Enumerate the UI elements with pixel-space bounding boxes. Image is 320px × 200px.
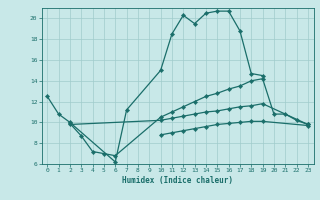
X-axis label: Humidex (Indice chaleur): Humidex (Indice chaleur): [122, 176, 233, 185]
